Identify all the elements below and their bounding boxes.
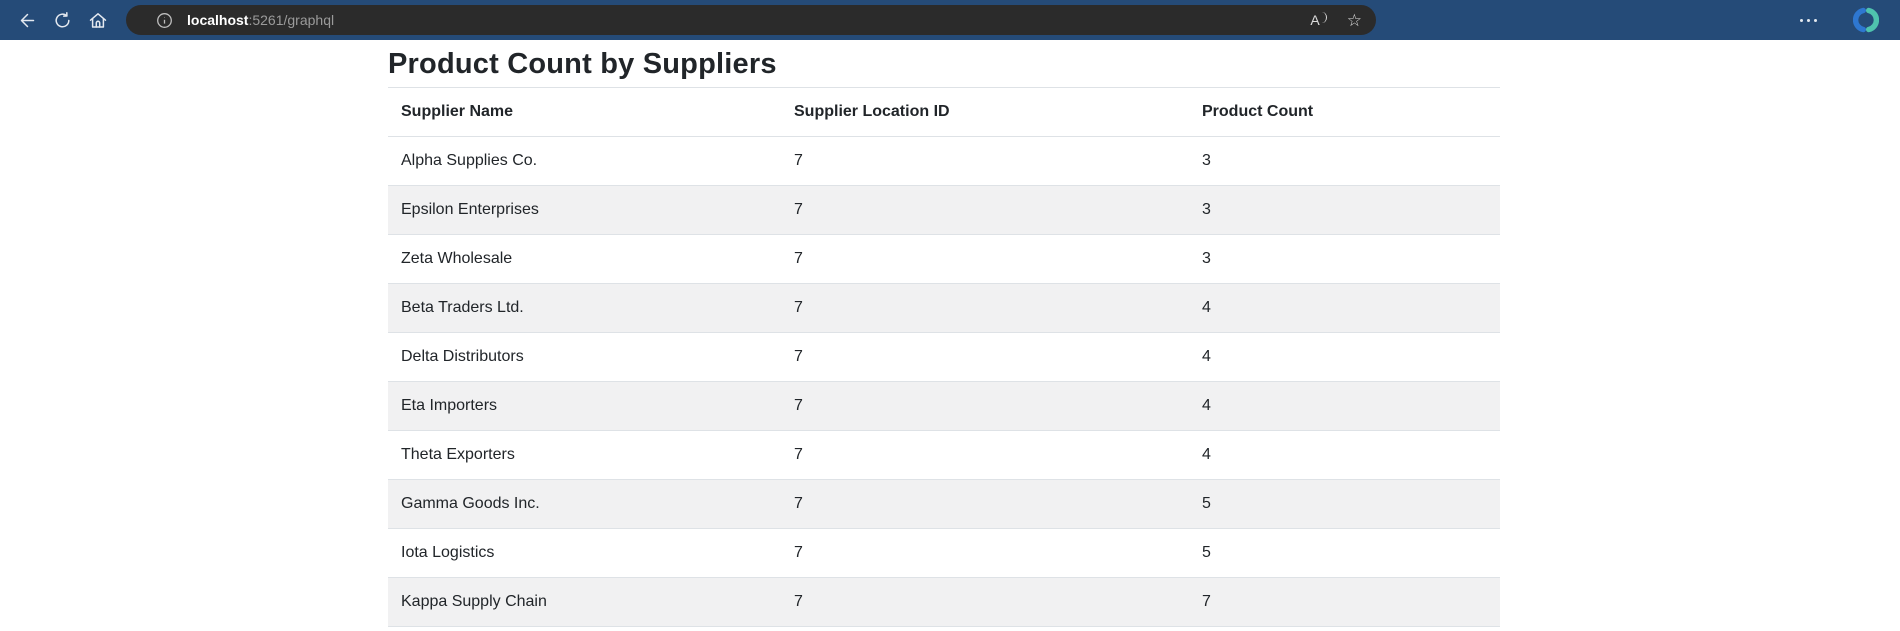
- url-text: localhost:5261/graphql: [187, 12, 1310, 28]
- table-row: Zeta Wholesale 7 3: [388, 234, 1500, 284]
- product-count-cell: 3: [1189, 234, 1500, 284]
- favorite-button[interactable]: ☆: [1347, 12, 1362, 29]
- back-arrow-icon: [20, 13, 34, 27]
- table-row: Beta Traders Ltd. 7 4: [388, 283, 1500, 333]
- page-title: Product Count by Suppliers: [388, 48, 777, 80]
- table-row: Alpha Supplies Co. 7 3: [388, 136, 1500, 186]
- supplier-location-id-cell: 7: [781, 479, 1189, 529]
- read-aloud-icon: A: [1310, 12, 1327, 28]
- star-icon: ☆: [1346, 10, 1362, 30]
- site-info-button[interactable]: [156, 12, 173, 29]
- home-icon: [89, 12, 107, 28]
- column-header-supplier-name: Supplier Name: [388, 87, 781, 137]
- refresh-button[interactable]: [46, 4, 78, 36]
- product-count-cell: 5: [1189, 479, 1500, 529]
- url-host: localhost: [187, 12, 249, 28]
- read-aloud-button[interactable]: A: [1310, 12, 1327, 28]
- table-row: Kappa Supply Chain 7 7: [388, 577, 1500, 627]
- product-count-cell: 4: [1189, 283, 1500, 333]
- table-row: Eta Importers 7 4: [388, 381, 1500, 431]
- table-row: Epsilon Enterprises 7 3: [388, 185, 1500, 235]
- supplier-name-cell: Zeta Wholesale: [388, 234, 781, 284]
- page-content: Product Count by Suppliers Supplier Name…: [388, 46, 1500, 627]
- ellipsis-icon: [1799, 18, 1817, 22]
- supplier-name-cell: Delta Distributors: [388, 332, 781, 382]
- table-row: Iota Logistics 7 5: [388, 528, 1500, 578]
- column-header-supplier-location-id: Supplier Location ID: [781, 87, 1189, 137]
- supplier-name-cell: Beta Traders Ltd.: [388, 283, 781, 333]
- home-button[interactable]: [82, 4, 114, 36]
- copilot-button[interactable]: [1850, 4, 1882, 36]
- supplier-name-cell: Eta Importers: [388, 381, 781, 431]
- product-count-cell: 5: [1189, 528, 1500, 578]
- supplier-name-cell: Theta Exporters: [388, 430, 781, 480]
- product-count-cell: 3: [1189, 136, 1500, 186]
- supplier-name-cell: Iota Logistics: [388, 528, 781, 578]
- info-icon: [157, 12, 172, 28]
- url-path: :5261/graphql: [248, 12, 335, 28]
- supplier-name-cell: Epsilon Enterprises: [388, 185, 781, 235]
- browser-topbar: localhost:5261/graphql A ☆: [0, 0, 1900, 40]
- supplier-name-cell: Gamma Goods Inc.: [388, 479, 781, 529]
- product-count-cell: 3: [1189, 185, 1500, 235]
- supplier-location-id-cell: 7: [781, 528, 1189, 578]
- address-bar[interactable]: localhost:5261/graphql A ☆: [126, 5, 1376, 35]
- column-header-product-count: Product Count: [1189, 87, 1500, 137]
- table-row: Theta Exporters 7 4: [388, 430, 1500, 480]
- refresh-icon: [54, 11, 70, 28]
- supplier-name-cell: Kappa Supply Chain: [388, 577, 781, 627]
- supplier-location-id-cell: 7: [781, 332, 1189, 382]
- back-button[interactable]: [10, 4, 42, 36]
- supplier-location-id-cell: 7: [781, 577, 1189, 627]
- supplier-location-id-cell: 7: [781, 136, 1189, 186]
- supplier-location-id-cell: 7: [781, 283, 1189, 333]
- supplier-location-id-cell: 7: [781, 234, 1189, 284]
- table-body: Alpha Supplies Co. 7 3 Epsilon Enterpris…: [388, 136, 1500, 627]
- product-count-cell: 4: [1189, 381, 1500, 431]
- supplier-location-id-cell: 7: [781, 430, 1189, 480]
- product-count-cell: 4: [1189, 430, 1500, 480]
- table-row: Delta Distributors 7 4: [388, 332, 1500, 382]
- table-row: Gamma Goods Inc. 7 5: [388, 479, 1500, 529]
- supplier-name-cell: Alpha Supplies Co.: [388, 136, 781, 186]
- supplier-location-id-cell: 7: [781, 381, 1189, 431]
- table-header-row: Supplier Name Supplier Location ID Produ…: [388, 87, 1500, 137]
- supplier-location-id-cell: 7: [781, 185, 1189, 235]
- more-options-button[interactable]: [1792, 4, 1824, 36]
- product-count-cell: 4: [1189, 332, 1500, 382]
- product-count-cell: 7: [1189, 577, 1500, 627]
- suppliers-table: Supplier Name Supplier Location ID Produ…: [388, 87, 1500, 627]
- copilot-icon: [1853, 7, 1879, 33]
